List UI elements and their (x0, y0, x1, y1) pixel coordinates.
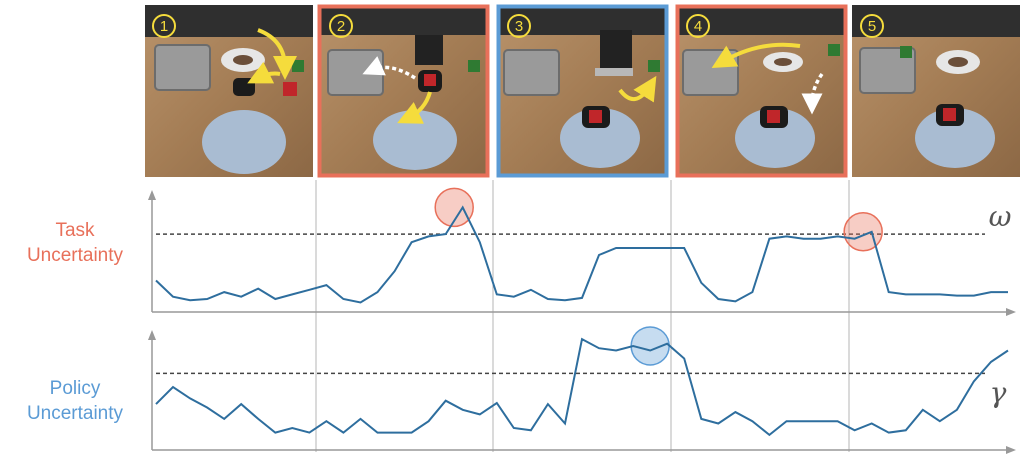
task-highlight-2 (843, 212, 883, 252)
task-label-line-1: Task (55, 220, 95, 241)
omega-label: ω (989, 200, 1012, 233)
frame-border-2 (317, 4, 490, 178)
policy-label-line-1: Policy (49, 378, 101, 399)
policy-label-line-2: Uncertainty (26, 403, 124, 424)
task-uncertainty-label: Task Uncertainty (0, 218, 150, 268)
axes (148, 190, 1016, 454)
task-highlight-1 (434, 187, 474, 228)
policy-uncertainty-line (155, 337, 1009, 437)
task-uncertainty-line (155, 205, 1008, 304)
badge-5: 5 (868, 18, 876, 35)
policy-uncertainty-label: Policy Uncertainty (0, 376, 150, 426)
gamma-label: γ (990, 376, 1007, 409)
frame-badges: 1 2 3 4 5 (152, 14, 884, 38)
frame-border-4 (675, 4, 848, 178)
frame-border-3 (496, 4, 669, 178)
phase-separators (315, 180, 850, 452)
badge-3: 3 (515, 18, 523, 35)
task-label-line-2: Uncertainty (26, 245, 124, 266)
frame-1 (145, 5, 313, 177)
frame-2 (318, 5, 489, 177)
badge-2: 2 (337, 18, 345, 35)
frame-5 (852, 5, 1020, 177)
badge-1: 1 (160, 18, 168, 35)
badge-4: 4 (694, 18, 702, 35)
